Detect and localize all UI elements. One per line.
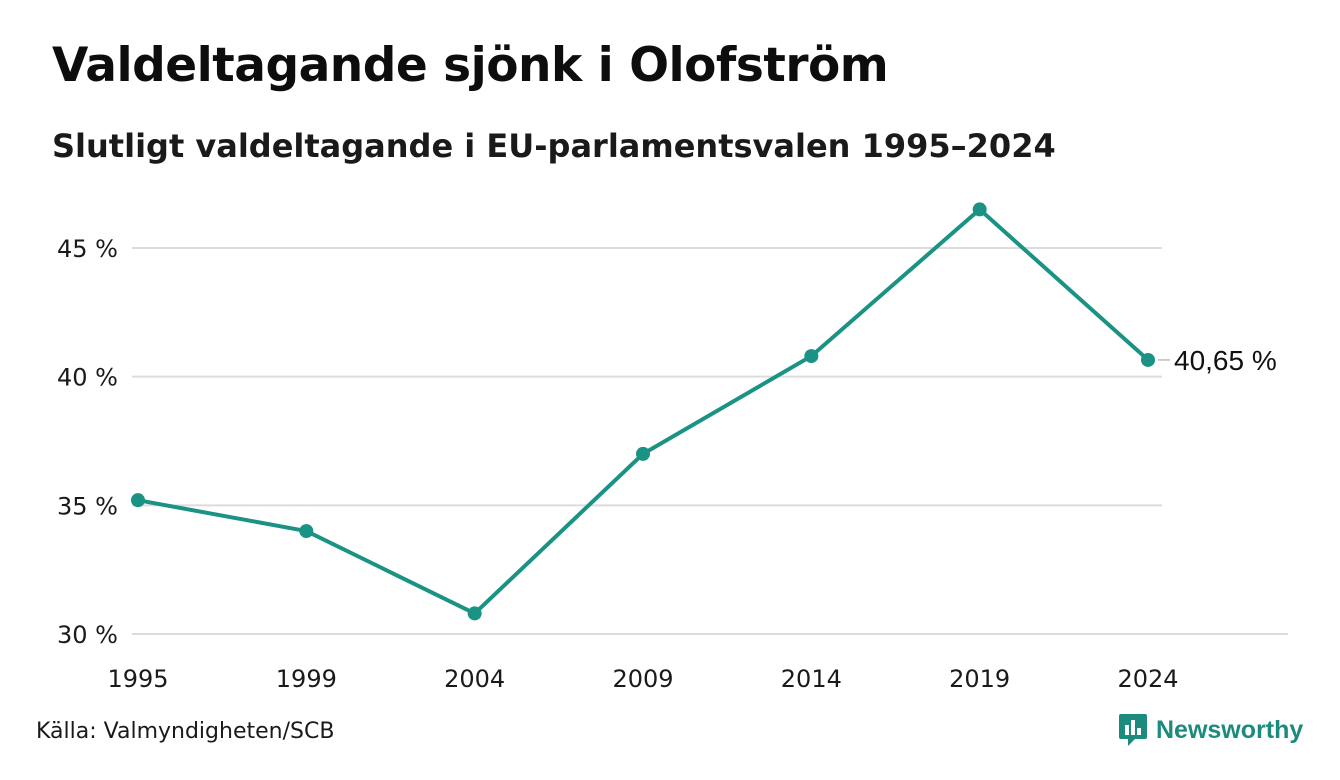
data-point xyxy=(1141,352,1155,367)
data-labels: 40,65 % xyxy=(1158,345,1277,376)
series-line-group xyxy=(136,207,1150,616)
data-point xyxy=(467,606,482,621)
x-tick-label: 2004 xyxy=(444,665,505,693)
x-tick-label: 2019 xyxy=(949,665,1010,693)
data-point xyxy=(804,349,819,364)
y-tick-label: 45 % xyxy=(57,235,118,263)
chart-title: Valdeltagande sjönk i Olofström xyxy=(52,38,889,93)
x-tick-label: 2024 xyxy=(1117,665,1178,693)
y-axis-ticks: 30 % 35 % 40 % 45 % xyxy=(57,235,118,649)
source-note: Källa: Valmyndigheten/SCB xyxy=(36,719,335,744)
brand-name: Newsworthy xyxy=(1156,715,1304,744)
x-tick-label: 2014 xyxy=(781,665,842,693)
brand-logo: Newsworthy xyxy=(1118,713,1303,747)
x-axis-ticks: 1995 1999 2004 2009 2014 2019 2024 xyxy=(107,665,1178,693)
end-value-label: 40,65 % xyxy=(1174,345,1277,376)
data-point xyxy=(972,202,987,217)
y-tick-label: 35 % xyxy=(57,492,118,520)
gridlines xyxy=(132,247,1288,635)
y-tick-label: 40 % xyxy=(57,364,118,392)
x-tick-label: 1999 xyxy=(276,665,337,693)
x-tick-label: 1995 xyxy=(107,665,168,693)
data-point xyxy=(299,524,314,539)
series-line xyxy=(136,207,1150,616)
bar-chart-speech-bubble-icon xyxy=(1119,714,1147,746)
x-tick-label: 2009 xyxy=(612,665,673,693)
chart-subtitle: Slutligt valdeltagande i EU-parlamentsva… xyxy=(52,127,1056,165)
data-point xyxy=(636,446,650,461)
data-point xyxy=(131,493,145,508)
y-tick-label: 30 % xyxy=(57,621,118,649)
data-points xyxy=(131,202,1155,621)
